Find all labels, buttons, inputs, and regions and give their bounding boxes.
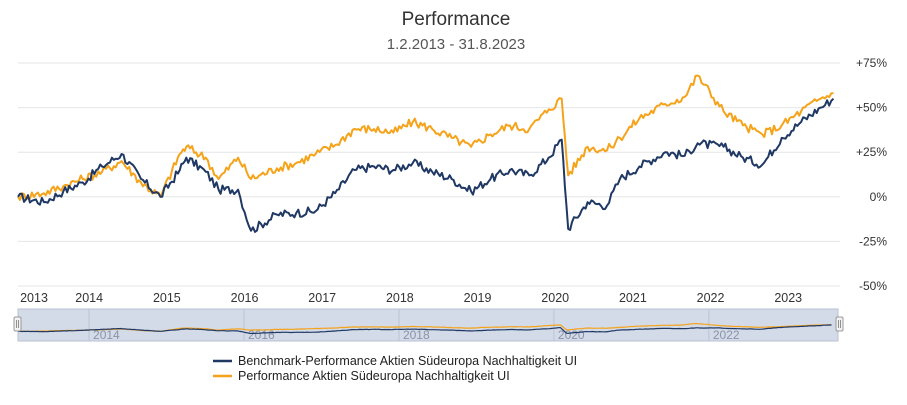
navigator-handle-right[interactable] xyxy=(835,316,844,332)
x-tick-label: 2019 xyxy=(464,291,492,305)
series-lines xyxy=(17,74,835,233)
chart-subtitle: 1.2.2013 - 31.8.2023 xyxy=(387,36,525,53)
navigator-tick-label: 2014 xyxy=(93,328,120,342)
navigator-range[interactable] xyxy=(17,308,839,342)
x-tick-label: 2020 xyxy=(541,291,569,305)
legend: Benchmark-Performance Aktien Südeuropa N… xyxy=(213,354,577,383)
legend-label: Performance Aktien Südeuropa Nachhaltigk… xyxy=(238,369,510,383)
y-tick-label: +50% xyxy=(856,101,887,115)
x-tick-label: 2016 xyxy=(231,291,259,305)
x-tick-label: 2023 xyxy=(774,291,802,305)
y-tick-label: -50% xyxy=(859,279,887,293)
y-tick-label: -25% xyxy=(859,234,887,248)
navigator-line-benchmark xyxy=(17,324,832,335)
x-tick-label: 2017 xyxy=(308,291,336,305)
x-tick-label: 2022 xyxy=(697,291,725,305)
x-axis-ticks: 2013 2014 2015 2016 2017 2018 2019 2020 2021 2022… xyxy=(20,291,802,305)
y-tick-label: +75% xyxy=(856,56,887,70)
x-tick-label: 2018 xyxy=(386,291,414,305)
y-axis-ticks: +75% +50% +25% 0% -25% -50% xyxy=(856,56,887,293)
x-tick-label: 2021 xyxy=(619,291,647,305)
range-navigator[interactable]: 2014 2016 2018 2020 2022 xyxy=(13,308,844,342)
y-tick-label: +25% xyxy=(856,145,887,159)
y-tick-label: 0% xyxy=(870,190,888,204)
navigator-tick-label: 2018 xyxy=(403,328,430,342)
navigator-tick-label: 2022 xyxy=(713,328,740,342)
chart-title: Performance xyxy=(402,9,511,30)
navigator-tick-label: 2016 xyxy=(248,328,275,342)
legend-item[interactable]: Performance Aktien Südeuropa Nachhaltigk… xyxy=(213,369,510,383)
x-tick-label: 2015 xyxy=(153,291,181,305)
legend-label: Benchmark-Performance Aktien Südeuropa N… xyxy=(238,354,577,368)
series-line-benchmark xyxy=(17,97,835,233)
legend-item[interactable]: Benchmark-Performance Aktien Südeuropa N… xyxy=(213,354,577,368)
series-line-fund xyxy=(17,74,834,201)
grid-lines xyxy=(18,62,840,287)
x-tick-label: 2013 xyxy=(20,291,48,305)
x-tick-label: 2014 xyxy=(75,291,103,305)
navigator-handle-left[interactable] xyxy=(13,316,22,332)
